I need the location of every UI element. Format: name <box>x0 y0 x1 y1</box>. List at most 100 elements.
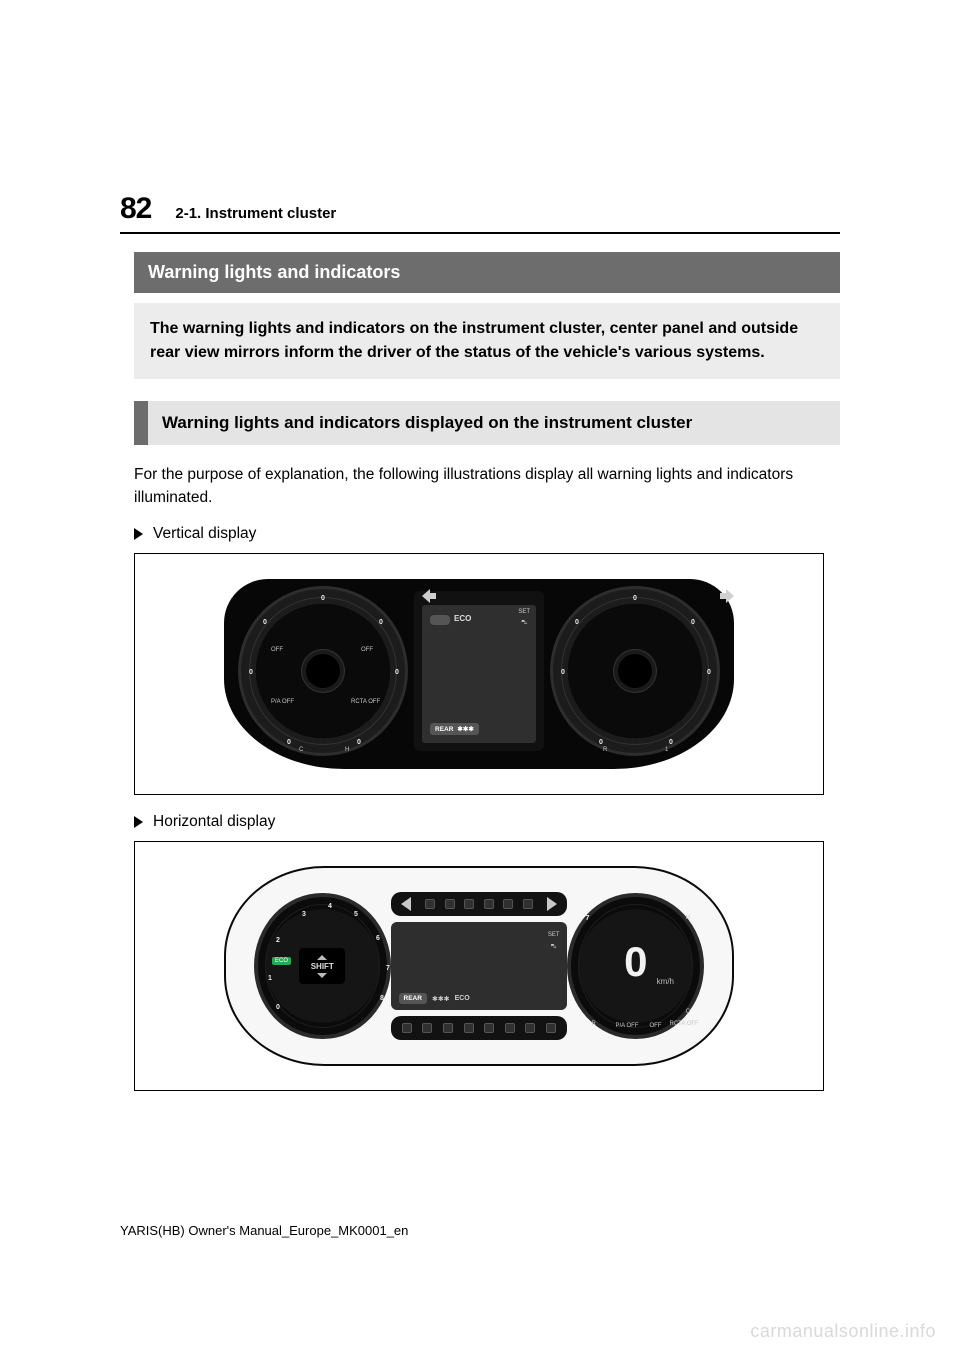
section-title-bar: Warning lights and indicators <box>134 252 840 293</box>
gauge-knob <box>306 654 340 688</box>
indicator-off: P/A OFF <box>615 1023 638 1029</box>
bullet-horizontal: Horizontal display <box>134 813 840 831</box>
indicator-rcta: RCTA OFF <box>669 1021 698 1027</box>
indicator-icon <box>525 1023 535 1033</box>
indicator-icon <box>422 1023 432 1033</box>
indicator-icon <box>505 1023 515 1033</box>
left-gauge: 0 0 0 0 0 0 0 C H OFF OFF P/A OFF RCTA O… <box>238 586 408 756</box>
rear-label: REAR <box>399 993 427 1004</box>
center-screen: ECO SET ⛍ REAR ✱✱✱ <box>422 605 536 743</box>
center-info-panel: ECO SET ⛍ REAR ✱✱✱ <box>414 591 544 751</box>
instrument-cluster-vertical: 0 0 0 0 0 0 0 C H OFF OFF P/A OFF RCTA O… <box>224 579 734 769</box>
indicator-icon <box>464 1023 474 1033</box>
gauge-tick: 0 <box>249 669 253 676</box>
set-label: SET <box>518 609 530 615</box>
shift-up-icon <box>317 955 327 960</box>
subsection-bar: Warning lights and indicators displayed … <box>134 401 840 445</box>
bullet-vertical-label: Vertical display <box>153 525 256 543</box>
watermark: carmanualsonline.info <box>750 1321 936 1342</box>
gauge-tick: 0 <box>707 669 711 676</box>
fuel-r-label: R <box>591 1021 595 1027</box>
tach-tick: 1 <box>268 975 272 982</box>
indicator-icon <box>546 1023 556 1033</box>
figure-horizontal-cluster: SHIFT 0 1 2 3 4 5 6 7 8 ECO <box>134 841 824 1091</box>
rear-eco-row: REAR ✱✱✱ ECO <box>399 993 470 1004</box>
seat-icon: ✱✱✱ <box>457 725 473 733</box>
indicator-rcta: RCTA OFF <box>351 699 380 705</box>
bullet-horizontal-label: Horizontal display <box>153 813 275 831</box>
page-number: 82 <box>120 192 151 226</box>
indicator-icon <box>402 1023 412 1033</box>
eco-label: ECO <box>455 995 470 1002</box>
gauge-tick: 0 <box>287 739 291 746</box>
indicator-icon <box>425 899 435 909</box>
body-paragraph: For the purpose of explanation, the foll… <box>134 463 840 510</box>
speed-tick: 7 <box>585 915 589 922</box>
car-icon: ⛍ <box>551 943 557 951</box>
footer-document-id: YARIS(HB) Owner's Manual_Europe_MK0001_e… <box>120 1223 408 1238</box>
turn-right-icon <box>720 589 734 603</box>
indicator-icon <box>484 899 494 909</box>
gauge-tick: 0 <box>321 595 325 602</box>
gauge-tick: 0 <box>379 619 383 626</box>
eco-badge: ECO <box>272 957 291 965</box>
tach-tick: 2 <box>276 937 280 944</box>
temp-h-label: H <box>686 915 690 921</box>
indicator-icon <box>484 1023 494 1033</box>
set-indicator-column: SET ⛍ <box>548 932 560 951</box>
speed-digit: 0 <box>624 938 647 986</box>
triangle-bullet-icon <box>134 816 143 828</box>
tach-tick: 7 <box>386 965 390 972</box>
gauge-tick: 0 <box>395 669 399 676</box>
instrument-cluster-horizontal: SHIFT 0 1 2 3 4 5 6 7 8 ECO <box>224 866 734 1066</box>
tach-tick: 0 <box>276 1004 280 1011</box>
turn-left-icon <box>422 589 436 603</box>
tach-tick: 3 <box>302 911 306 918</box>
intro-box: The warning lights and indicators on the… <box>134 303 840 379</box>
rear-label: REAR <box>435 726 453 733</box>
gauge-tick: 0 <box>669 739 673 746</box>
gauge-tick: 0 <box>599 739 603 746</box>
fuel-r-label: R <box>603 747 607 753</box>
figure-vertical-cluster: 0 0 0 0 0 0 0 C H OFF OFF P/A OFF RCTA O… <box>134 553 824 795</box>
page-header: 82 2-1. Instrument cluster <box>120 192 840 234</box>
gauge-tick: 0 <box>357 739 361 746</box>
eco-label: ECO <box>454 614 471 623</box>
car-icon: ⛍ <box>521 619 527 627</box>
set-label: SET <box>548 932 560 938</box>
indicator-off: OFF <box>361 647 373 653</box>
right-gauge: 0 0 0 0 0 0 0 R 1 <box>550 586 720 756</box>
tach-tick: 5 <box>354 911 358 918</box>
gauge-tick: 0 <box>691 619 695 626</box>
turn-right-icon <box>547 897 557 911</box>
center-block: SET ⛍ REAR ✱✱✱ ECO <box>391 892 568 1040</box>
bottom-indicator-strip <box>391 1016 568 1040</box>
chapter-label: 2-1. Instrument cluster <box>175 205 336 222</box>
gauge-tick: 0 <box>263 619 267 626</box>
eco-pill-icon <box>430 615 450 625</box>
tach-tick: 4 <box>328 903 332 910</box>
indicator-off: OFF <box>271 647 283 653</box>
indicator-off: OFF <box>649 1023 661 1029</box>
indicator-off: P/A OFF <box>271 699 294 705</box>
center-display: SET ⛍ REAR ✱✱✱ ECO <box>391 922 568 1010</box>
top-indicator-strip <box>391 892 568 916</box>
indicator-icon <box>523 899 533 909</box>
temp-c-label: C <box>299 747 303 753</box>
bullet-vertical: Vertical display <box>134 525 840 543</box>
gauge-tick: 0 <box>561 669 565 676</box>
right-speedometer: 0 km/h 7 H C R P/A OFF OFF RCTA OFF <box>567 893 704 1039</box>
tach-tick: 6 <box>376 935 380 942</box>
triangle-bullet-icon <box>134 528 143 540</box>
left-tachometer: SHIFT 0 1 2 3 4 5 6 7 8 ECO <box>254 893 391 1039</box>
shift-down-icon <box>317 973 327 978</box>
temp-h-label: H <box>345 747 349 753</box>
gauge-tick: 0 <box>575 619 579 626</box>
indicator-icon <box>443 1023 453 1033</box>
speed-unit: km/h <box>657 977 674 986</box>
shift-label: SHIFT <box>311 962 334 971</box>
tach-tick: 8 <box>380 995 384 1002</box>
indicator-icon <box>445 899 455 909</box>
indicator-icon <box>464 899 474 909</box>
turn-left-icon <box>401 897 411 911</box>
